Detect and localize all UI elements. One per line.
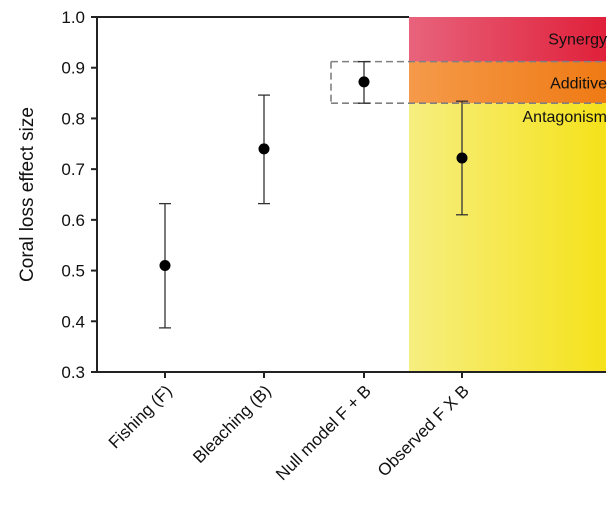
x-category-label: Observed F X B [374, 381, 473, 480]
zone-antagonism [409, 103, 606, 372]
y-tick-label: 0.6 [61, 211, 85, 230]
y-tick-label: 1.0 [61, 8, 85, 27]
data-point [456, 152, 468, 164]
y-tick-label: 0.9 [61, 59, 85, 78]
zone-label-synergy: Synergy [548, 31, 607, 48]
zone-synergy [409, 17, 606, 62]
y-ticks: 0.3 0.4 0.5 0.6 0.7 0.8 0.9 1.0 [61, 8, 463, 382]
data-point [159, 260, 171, 271]
y-tick-label: 0.3 [61, 363, 85, 382]
zone-label-antagonism: Antagonism [523, 109, 608, 126]
zone-additive [409, 61, 606, 104]
y-tick-label: 0.5 [61, 262, 85, 281]
y-axis-title: Coral loss effect size [17, 107, 38, 282]
data-points [159, 76, 468, 271]
zone-labels: Synergy Additive Antagonism [523, 31, 608, 126]
data-point [258, 143, 270, 155]
zone-label-additive: Additive [550, 75, 607, 92]
x-category-labels: Fishing (F) Bleaching (B)Null model F + B… [105, 381, 473, 484]
x-category-label: Null model F + B [272, 381, 375, 484]
effect-zones [409, 17, 606, 372]
data-point [358, 76, 370, 88]
x-category-label: Fishing (F) [105, 381, 176, 452]
y-tick-label: 0.8 [61, 109, 85, 128]
x-category-label: Bleaching (B) [189, 381, 275, 467]
y-tick-label: 0.7 [61, 160, 85, 179]
y-tick-label: 0.4 [61, 312, 85, 331]
axes [96, 16, 606, 373]
additive-band [330, 60, 606, 105]
